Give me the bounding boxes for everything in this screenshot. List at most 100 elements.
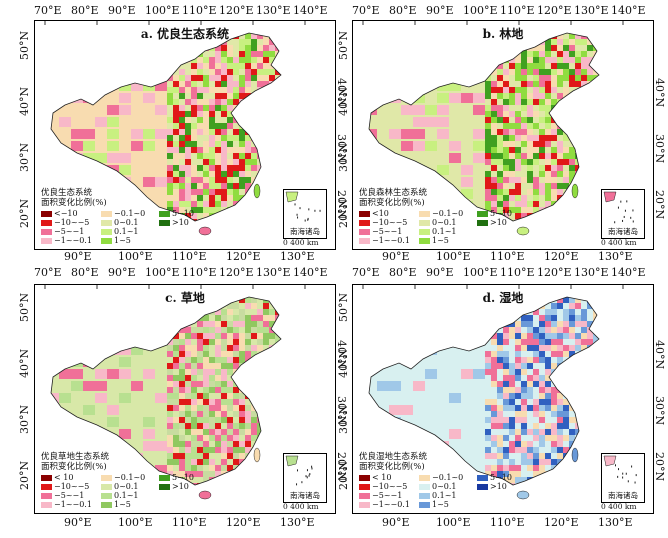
longitude-label: 110°E bbox=[182, 4, 217, 17]
legend-label: 1~5 bbox=[432, 235, 449, 245]
legend-label: −5~−1 bbox=[54, 490, 85, 500]
legend-label: −0.1~0 bbox=[432, 208, 464, 218]
scale-bar-label: 0 400 km bbox=[283, 238, 319, 247]
longitude-label: 120°E bbox=[537, 266, 572, 279]
inset-map bbox=[285, 455, 313, 486]
legend-item: 1~5 bbox=[101, 236, 159, 245]
legend-label: <−10 bbox=[54, 208, 78, 218]
longitude-label: 140°E bbox=[611, 4, 646, 17]
legend-title: 优良生态系统 bbox=[41, 188, 93, 198]
legend-swatch bbox=[101, 219, 112, 226]
legend-item: −5~−1 bbox=[359, 227, 419, 236]
legend-item: 0~0.1 bbox=[419, 482, 477, 491]
legend-label: >10 bbox=[490, 481, 507, 491]
longitude-label: 110°E bbox=[182, 266, 217, 279]
legend-label: 0~0.1 bbox=[432, 481, 457, 491]
scale-bar: 0 400 km bbox=[283, 502, 327, 513]
longitude-label: 110°E bbox=[490, 250, 525, 263]
legend-swatch bbox=[419, 501, 430, 508]
legend-item: −1~−0.1 bbox=[41, 500, 101, 509]
longitude-label: 130°E bbox=[280, 250, 315, 263]
legend-item: 0.1~1 bbox=[101, 227, 159, 236]
legend-item: −0.1~0 bbox=[419, 209, 477, 218]
latitude-label: 40°N bbox=[18, 86, 31, 116]
panel-b-forest: b. 林地 优良森林生态系统 面积变化比例(%) <10 −0.1~0 5~10 −10~−… bbox=[352, 20, 654, 250]
legend-swatch bbox=[477, 483, 488, 490]
legend-item: 1~5 bbox=[101, 500, 159, 509]
longitude-label: 120°E bbox=[226, 516, 261, 529]
legend-label: < 10 bbox=[372, 472, 392, 482]
longitude-label: 90°E bbox=[382, 250, 410, 263]
legend-swatch bbox=[41, 228, 52, 235]
legend-label: >10 bbox=[172, 481, 189, 491]
legend-item: 5~10 bbox=[477, 209, 523, 218]
legend-item: −10~−5 bbox=[41, 482, 101, 491]
legend-label: −0.1~0 bbox=[432, 472, 464, 482]
legend-label: 1~5 bbox=[432, 499, 449, 509]
south-china-sea-inset: 南海诸岛 bbox=[601, 453, 645, 503]
legend-item: <−10 bbox=[41, 209, 101, 218]
latitude-label: 20°N bbox=[653, 452, 666, 482]
scale-bar: 0 400 km bbox=[601, 238, 645, 249]
legend-item: −10~−5 bbox=[41, 218, 101, 227]
longitude-label: 120°E bbox=[219, 4, 254, 17]
legend-swatch bbox=[419, 210, 430, 217]
legend-label: 1~5 bbox=[114, 235, 131, 245]
legend-item: 0.1~1 bbox=[101, 491, 159, 500]
legend-item: < 10 bbox=[359, 473, 419, 482]
legend-item: 0~0.1 bbox=[101, 218, 159, 227]
longitude-label: 120°E bbox=[226, 250, 261, 263]
legend-label: 1~5 bbox=[114, 499, 131, 509]
legend-title: 优良草地生态系统 bbox=[41, 452, 110, 462]
legend-item: <10 bbox=[359, 209, 419, 218]
panel-title: c. 草地 bbox=[165, 291, 205, 305]
longitude-label: 110°E bbox=[500, 266, 535, 279]
legend-label: −1~−0.1 bbox=[54, 235, 92, 245]
legend-swatch bbox=[41, 474, 52, 481]
legend-label: −1~−0.1 bbox=[54, 499, 92, 509]
legend-swatch bbox=[41, 492, 52, 499]
legend-label: −0.1~0 bbox=[114, 208, 146, 218]
latitude-label: 50°N bbox=[18, 30, 31, 60]
latitude-label: 30°N bbox=[653, 134, 666, 164]
legend-item: 5~10 bbox=[159, 209, 205, 218]
legend-label: −10~−5 bbox=[372, 481, 408, 491]
legend-swatch bbox=[477, 474, 488, 481]
legend-label: −5~−1 bbox=[372, 226, 403, 236]
legend-swatch bbox=[101, 210, 112, 217]
legend-item: −10~−5 bbox=[359, 482, 419, 491]
legend-swatch bbox=[419, 483, 430, 490]
panel-c-grassland: c. 草地 优良草地生态系统 面积变化比例(%) < 10 −0.1~0 5~10 −10~… bbox=[34, 284, 336, 514]
legend-swatch bbox=[359, 210, 370, 217]
legend-swatch bbox=[419, 492, 430, 499]
latitude-label: 50°N bbox=[337, 30, 350, 60]
legend-item: −0.1~0 bbox=[419, 473, 477, 482]
legend-item: >10 bbox=[159, 482, 205, 491]
legend-swatch bbox=[41, 501, 52, 508]
legend-item: 5~10 bbox=[477, 473, 523, 482]
legend-swatch bbox=[359, 492, 370, 499]
longitude-label: 80°E bbox=[389, 4, 417, 17]
longitude-label: 90°E bbox=[64, 250, 92, 263]
longitude-label: 80°E bbox=[71, 4, 99, 17]
legend-title: 面积变化比例(%) bbox=[41, 462, 107, 472]
longitude-label: 110°E bbox=[172, 250, 207, 263]
legend-item: 1~5 bbox=[419, 500, 477, 509]
longitude-label: 130°E bbox=[574, 266, 609, 279]
legend-label: 5~10 bbox=[172, 472, 194, 482]
longitude-label: 120°E bbox=[219, 266, 254, 279]
legend-label: −1~−0.1 bbox=[372, 235, 410, 245]
south-china-sea-inset: 南海诸岛 bbox=[601, 189, 645, 239]
latitude-label: 30°N bbox=[18, 142, 31, 172]
longitude-label: 110°E bbox=[490, 516, 525, 529]
legend-swatch bbox=[101, 501, 112, 508]
scale-bar-label: 0 400 km bbox=[601, 502, 637, 511]
longitude-label: 100°E bbox=[463, 4, 498, 17]
legend-swatch bbox=[101, 237, 112, 244]
panel-a-good-ecosystem: a. 优良生态系统 优良生态系统 面积变化比例(%) <−10 −0.1~0 5~10 −1… bbox=[34, 20, 336, 250]
legend-swatch bbox=[41, 237, 52, 244]
legend: 优良森林生态系统 面积变化比例(%) <10 −0.1~0 5~10 −10~−5 0~0.… bbox=[359, 188, 523, 245]
longitude-label: 100°E bbox=[118, 516, 153, 529]
legend-label: −5~−1 bbox=[372, 490, 403, 500]
legend-label: −10~−5 bbox=[372, 217, 408, 227]
